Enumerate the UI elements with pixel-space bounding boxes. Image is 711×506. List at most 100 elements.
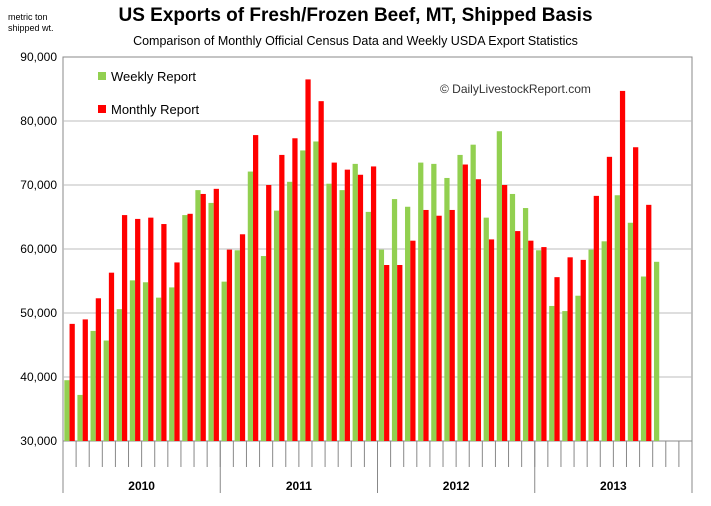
monthly-report-bar [108,272,115,441]
watermark: © DailyLivestockReport.com [440,82,591,96]
weekly-report-bar [365,211,371,441]
weekly-report-bar [509,193,516,441]
monthly-report-bar [357,174,364,441]
monthly-report-bar [187,213,193,441]
monthly-report-bar [161,224,167,441]
weekly-report-bar [457,154,463,442]
chart-subtitle: Comparison of Monthly Official Census Da… [133,34,578,48]
monthly-report-bar [475,179,482,442]
weekly-report-bar [562,311,568,441]
monthly-report-bar [633,147,639,442]
y-tick-label: 40,000 [20,370,57,384]
weekly-report-bar [391,199,398,441]
monthly-report-bar [567,257,573,441]
weekly-report-bar [208,202,214,441]
weekly-report-bar [614,195,620,441]
weekly-report-bar [601,241,607,441]
monthly-report-bar [148,217,154,441]
monthly-report-bar [619,90,626,442]
y-unit-line1: metric ton [8,12,48,22]
y-tick-label: 60,000 [20,242,57,256]
monthly-report-bar [344,169,350,441]
weekly-report-bar [326,183,332,441]
weekly-report-bar [247,171,254,441]
y-unit-label: metric ton shipped wt. [8,12,54,34]
monthly-report-bar [488,239,495,441]
year-label: 2012 [443,479,470,493]
weekly-report-bar [77,394,83,441]
monthly-report-bar [174,262,180,441]
legend-label: Weekly Report [111,69,196,84]
monthly-report-bar [410,240,416,441]
weekly-report-bar [352,163,358,441]
monthly-report-bar [253,135,259,441]
weekly-report-bar [64,380,70,441]
monthly-report-bar [135,218,141,441]
weekly-report-bar [300,150,306,441]
weekly-report-bar [156,297,162,441]
monthly-report-bar [501,185,508,441]
monthly-report-bar [449,209,455,441]
weekly-report-bar [378,249,385,441]
weekly-report-bar [588,249,594,441]
weekly-report-bar [470,144,476,441]
monthly-report-bar [239,234,246,441]
y-tick-label: 50,000 [20,306,57,320]
weekly-report-bar [234,250,240,441]
monthly-report-bar [462,164,468,441]
monthly-report-bar [213,188,219,441]
weekly-report-bar [142,282,149,441]
weekly-report-bar [653,261,660,441]
monthly-report-bar [515,231,521,441]
weekly-report-bar [221,281,227,441]
weekly-report-bar [260,256,267,441]
chart-title: US Exports of Fresh/Frozen Beef, MT, Shi… [118,5,593,26]
year-label: 2013 [600,479,627,493]
monthly-report-bar [423,209,429,441]
monthly-report-bar [279,154,285,442]
weekly-report-bar [273,210,280,441]
weekly-report-bar [483,217,489,441]
legend-label: Monthly Report [111,102,200,117]
weekly-report-bar [182,215,188,441]
weekly-report-bar [431,163,437,441]
y-tick-label: 80,000 [20,114,57,128]
monthly-report-bar [305,79,311,442]
weekly-report-bar [418,162,424,441]
weekly-report-bar [287,181,293,442]
weekly-report-bar [640,276,647,441]
monthly-report-bar [370,166,377,441]
y-tick-label: 30,000 [20,434,57,448]
weekly-report-bar [444,177,450,441]
monthly-report-bar [69,323,75,441]
monthly-report-bar [95,298,102,441]
weekly-report-bar [129,280,136,441]
weekly-report-bar [90,330,96,441]
weekly-report-bar [627,222,634,441]
legend-swatch [98,72,106,80]
y-unit-line2: shipped wt. [8,23,54,33]
weekly-report-bar [169,287,175,441]
weekly-report-bar [575,295,581,441]
year-label: 2011 [286,479,312,493]
y-tick-label: 70,000 [20,178,57,192]
weekly-report-bar [549,305,555,441]
weekly-report-bar [116,309,122,441]
weekly-report-bar [522,208,529,441]
monthly-report-bar [200,193,206,441]
monthly-report-bar [541,247,547,441]
monthly-report-bar [226,249,233,441]
monthly-report-bar [646,204,652,441]
weekly-report-bar [496,131,502,442]
monthly-report-bar [528,240,534,441]
year-label: 2010 [128,479,155,493]
weekly-report-bar [313,141,319,442]
monthly-report-bar [318,101,324,441]
y-tick-label: 90,000 [20,50,57,64]
monthly-report-bar [292,138,298,441]
weekly-report-bar [195,190,201,441]
monthly-report-bar [384,265,390,441]
monthly-report-bar [580,259,586,441]
legend-swatch [98,105,106,113]
